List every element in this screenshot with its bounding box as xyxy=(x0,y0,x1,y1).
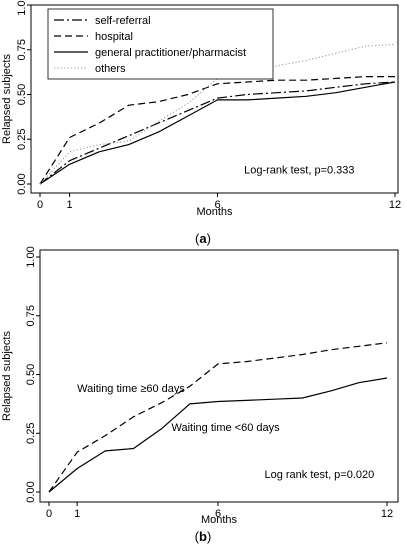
y-tick-label: 0.75 xyxy=(16,39,28,60)
y-tick-label: 0.50 xyxy=(16,84,28,105)
x-tick-label: 6 xyxy=(215,508,221,520)
series-line-3 xyxy=(39,81,396,185)
legend-entry-3: general practitioner/pharmacist xyxy=(95,47,246,59)
series-line-1 xyxy=(48,342,388,493)
x-tick-label: 12 xyxy=(381,508,393,520)
x-tick-label: 1 xyxy=(74,508,80,520)
y-tick-label: 1.00 xyxy=(25,246,37,267)
series-line-1 xyxy=(39,81,396,185)
series-line-2 xyxy=(48,377,388,493)
legend: self-referral hospital general practitione… xyxy=(47,8,274,80)
legend-entry-1: self-referral xyxy=(95,15,151,27)
plot-frame xyxy=(39,249,399,503)
series-line-4 xyxy=(39,43,396,185)
y-tick-label: 0.75 xyxy=(25,305,37,326)
legend-entry-2: hospital xyxy=(95,31,133,43)
x-tick-label: 0 xyxy=(37,199,43,211)
x-tick-label: 6 xyxy=(214,199,220,211)
plot-frame xyxy=(30,4,399,194)
y-axis-label: Relapsed subjects xyxy=(1,331,13,421)
x-axis-label: Months xyxy=(196,206,233,218)
y-tick-label: 0.25 xyxy=(16,129,28,150)
panel-label: (b) xyxy=(195,529,212,544)
annotation-3: Log rank test, p=0.020 xyxy=(264,469,374,481)
x-tick-label: 0 xyxy=(46,508,52,520)
y-tick-label: 1.00 xyxy=(16,0,28,16)
y-tick-label: 0.00 xyxy=(16,173,28,194)
legend-box xyxy=(47,8,274,80)
legend-entry-4: others xyxy=(95,63,126,75)
y-axis-label: Relapsed subjects xyxy=(1,54,13,144)
y-tick-label: 0.25 xyxy=(25,423,37,444)
annotation-1: Waiting time ≥60 days xyxy=(77,383,185,395)
y-tick-label: 0.50 xyxy=(25,364,37,385)
x-tick-label: 12 xyxy=(389,199,401,211)
chart-panel-2: 0.00 0.25 0.50 0.75 1.00 0 1 6 12 Relapsed subjec… xyxy=(1,246,399,544)
panel-label: (a) xyxy=(195,231,211,246)
y-tick-label: 0.00 xyxy=(25,481,37,502)
x-tick-label: 1 xyxy=(67,199,73,211)
annotation-2: Waiting time <60 days xyxy=(172,422,281,434)
chart-panel-1: 0.00 0.25 0.50 0.75 1.00 0 1 6 12 Relapsed subjec… xyxy=(1,0,401,246)
x-axis-label: Months xyxy=(201,514,238,526)
annotation-1: Log-rank test, p=0.333 xyxy=(244,164,354,176)
series-line-2 xyxy=(39,75,395,185)
